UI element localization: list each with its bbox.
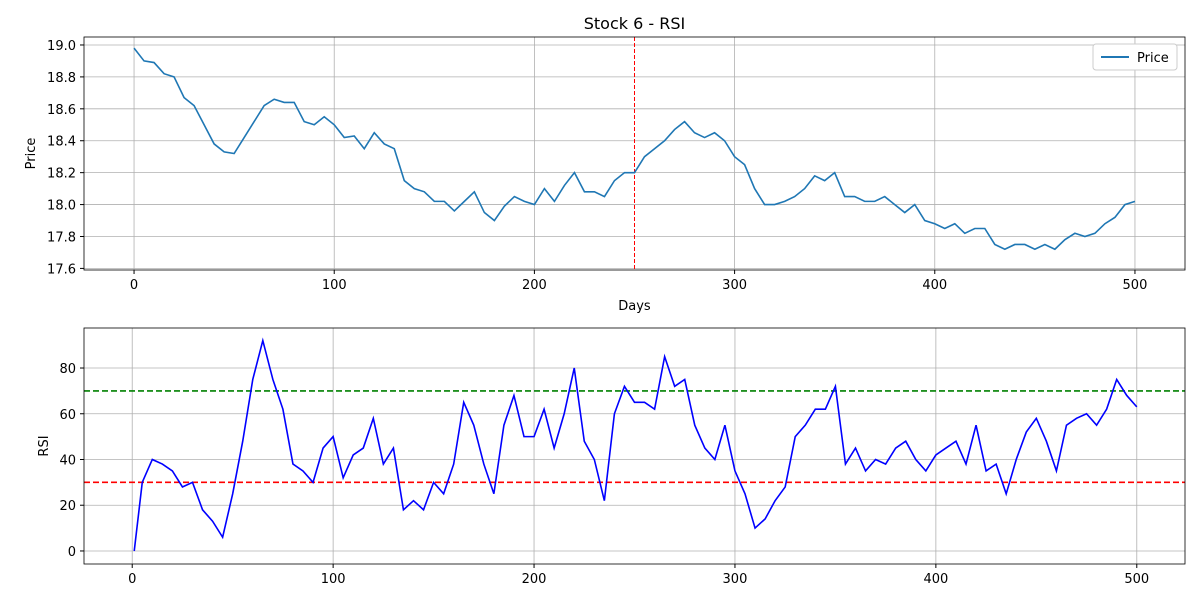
y-axis-label: Price xyxy=(24,138,39,170)
plot-frame xyxy=(83,36,1186,271)
y-tick-label: 60 xyxy=(59,408,76,423)
y-axis-label: RSI xyxy=(37,435,52,456)
plot-frame xyxy=(83,327,1186,565)
x-tick-label: 400 xyxy=(922,278,947,293)
y-tick-label: 20 xyxy=(59,499,76,514)
y-tick-label: 18.4 xyxy=(47,135,76,150)
chart-title: Stock 6 - RSI xyxy=(584,14,685,33)
x-tick-label: 200 xyxy=(522,278,547,293)
y-tick-label: 19.0 xyxy=(47,39,76,54)
x-axis-label: Days xyxy=(618,299,651,314)
y-tick-label: 0 xyxy=(68,545,76,560)
x-tick-label: 0 xyxy=(130,278,138,293)
x-tick-label: 500 xyxy=(1124,572,1149,587)
legend-box xyxy=(1092,43,1178,71)
x-tick-label: 100 xyxy=(322,278,347,293)
legend-label: Price xyxy=(1137,51,1169,66)
x-tick-label: 0 xyxy=(128,572,136,587)
x-tick-label: 300 xyxy=(723,572,748,587)
x-tick-label: 500 xyxy=(1123,278,1148,293)
y-tick-label: 18.8 xyxy=(47,71,76,86)
data-line xyxy=(133,47,1136,251)
x-tick-label: 100 xyxy=(321,572,346,587)
y-tick-label: 40 xyxy=(59,453,76,468)
y-tick-label: 18.2 xyxy=(47,167,76,182)
y-tick-label: 18.6 xyxy=(47,103,76,118)
y-tick-label: 17.6 xyxy=(47,262,76,277)
y-tick-label: 17.8 xyxy=(47,230,76,245)
x-tick-label: 200 xyxy=(522,572,547,587)
y-tick-label: 18.0 xyxy=(47,199,76,214)
data-line xyxy=(133,337,1138,552)
x-tick-label: 400 xyxy=(923,572,948,587)
y-tick-label: 80 xyxy=(59,362,76,377)
x-tick-label: 300 xyxy=(722,278,747,293)
